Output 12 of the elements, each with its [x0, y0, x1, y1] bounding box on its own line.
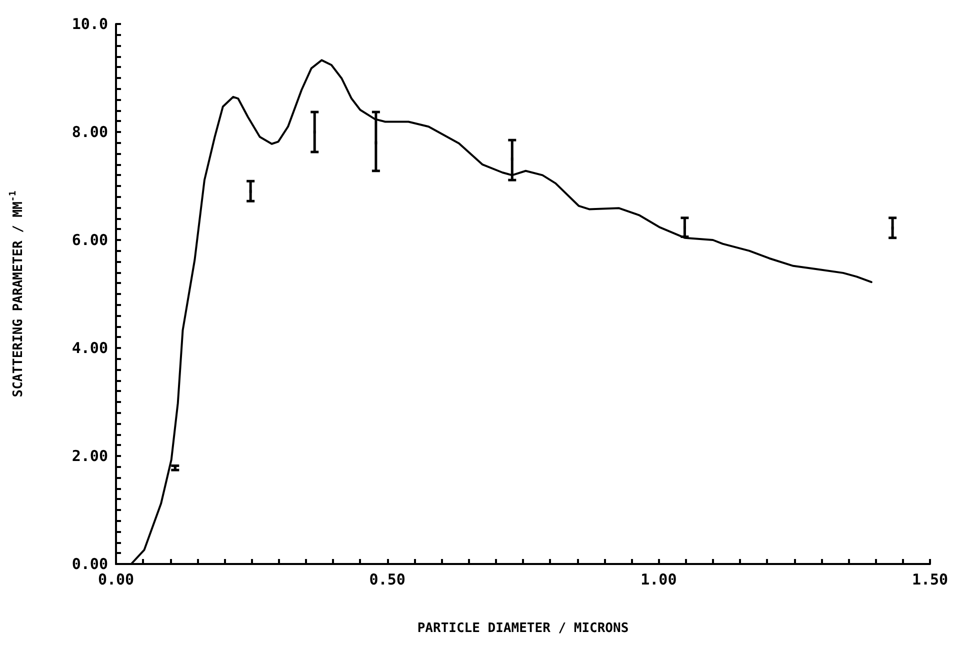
x-tick-label: 0.00 [98, 570, 134, 588]
x-tick-label: 1.50 [912, 570, 948, 588]
y-tick-label: 4.00 [72, 339, 108, 357]
x-tick-label: 1.00 [640, 570, 677, 588]
y-tick-label: 2.00 [72, 447, 108, 465]
y-tick-label: 6.00 [72, 231, 108, 249]
y-axis-title: SCATTERING PARAMETER / MM-1 [8, 190, 26, 398]
y-tick-label: 0.00 [72, 555, 108, 573]
y-tick-label: 8.00 [72, 123, 108, 141]
x-tick-label: 0.50 [369, 570, 406, 588]
x-axis-title: PARTICLE DIAMETER / MICRONS [417, 621, 629, 636]
y-tick-label: 10.0 [72, 15, 108, 33]
